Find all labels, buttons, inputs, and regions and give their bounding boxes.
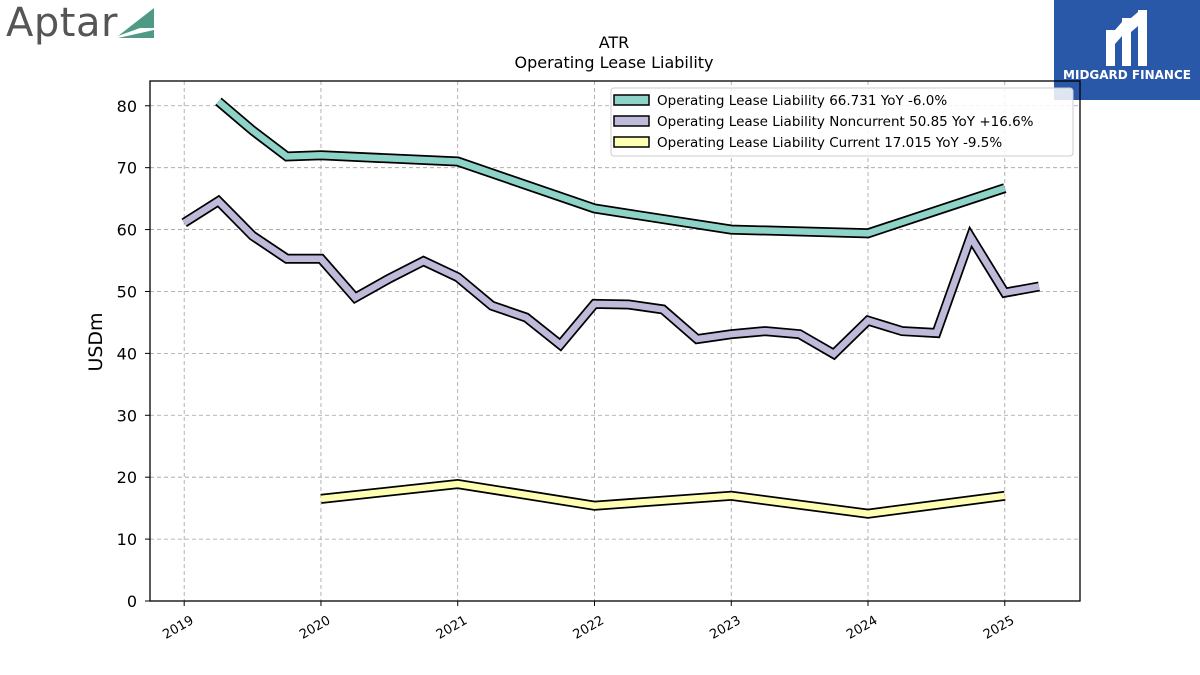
y-tick-label: 20 xyxy=(117,468,137,487)
legend-swatch-2 xyxy=(613,115,650,127)
series-1-line xyxy=(215,97,1007,239)
series-3-line xyxy=(320,478,1006,519)
legend-swatch-1 xyxy=(613,94,650,106)
legend-swatch-3 xyxy=(613,136,650,148)
chart-subtitle: Operating Lease Liability xyxy=(514,53,713,72)
midgard-finance-logo: MIDGARD FINANCE xyxy=(1054,0,1200,100)
plot-frame xyxy=(149,80,1081,602)
x-tick-label: 2023 xyxy=(707,613,743,643)
legend-label-3: Operating Lease Liability Current 17.015… xyxy=(657,135,1002,151)
midgard-logo-text: MIDGARD FINANCE xyxy=(1063,68,1191,82)
midgard-monogram-icon xyxy=(1106,10,1147,66)
y-tick-label: 60 xyxy=(117,221,137,240)
y-axis-label: USDm xyxy=(85,312,107,371)
aptar-logo: Aptar xyxy=(4,0,164,50)
y-tick-label: 40 xyxy=(117,344,137,363)
series-2-line xyxy=(181,194,1040,361)
x-tick-label: 2025 xyxy=(981,613,1017,643)
y-tick-label: 70 xyxy=(117,159,137,178)
y-tick-label: 10 xyxy=(117,530,137,549)
x-tick-label: 2021 xyxy=(434,613,470,643)
series-3-stroke xyxy=(320,480,1006,517)
y-tick-label: 0 xyxy=(127,592,137,611)
series-1-stroke xyxy=(216,98,1006,237)
legend-box xyxy=(610,87,1074,157)
legend: Operating Lease Liability 66.731 YoY -6.… xyxy=(610,87,1074,157)
chart-title: ATR xyxy=(599,33,630,52)
legend-label-1: Operating Lease Liability 66.731 YoY -6.… xyxy=(657,93,947,109)
legend-label-2: Operating Lease Liability Noncurrent 50.… xyxy=(657,114,1034,130)
aptar-logo-mark-icon xyxy=(118,8,154,38)
x-tick-label: 2022 xyxy=(571,613,607,643)
aptar-logo-text: Aptar xyxy=(6,0,118,46)
y-tick-label: 50 xyxy=(117,282,137,301)
x-tick-label: 2020 xyxy=(297,613,333,643)
y-tick-label: 80 xyxy=(117,97,137,116)
x-tick-label: 2024 xyxy=(844,613,880,643)
y-tick-label: 30 xyxy=(117,406,137,425)
series-lines xyxy=(181,97,1040,519)
x-tick-label: 2019 xyxy=(160,613,196,643)
axis-ticks: 0 10 20 30 40 50 60 70 80 2019 2020 2021 2022 2023 202… xyxy=(117,97,1017,643)
series-2-stroke xyxy=(182,196,1040,359)
